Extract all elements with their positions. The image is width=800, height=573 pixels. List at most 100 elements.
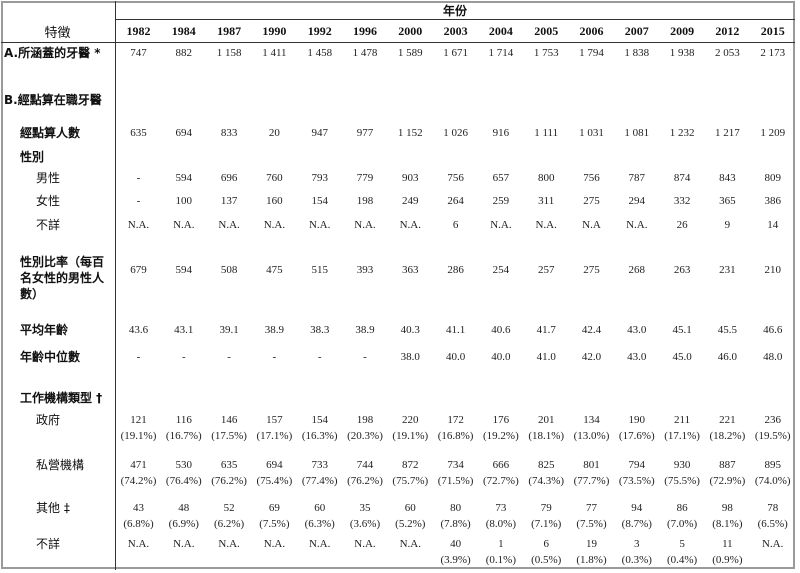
year-header-1982: 1982 (126, 24, 151, 38)
cell-percentage: (77.4%) (301, 475, 338, 487)
cell-mean-age-1996: 38.9 (342, 322, 389, 338)
cell-value: N.A. (263, 538, 286, 550)
cell-male-2004: 657 (477, 170, 524, 186)
cell-private-1990: 694 (75.4%) (251, 457, 298, 489)
cell-value: 9 (724, 219, 731, 231)
cell-value: 201 (537, 414, 555, 426)
cell-value: 895 (764, 459, 781, 471)
cell-value: 259 (492, 195, 510, 207)
cell-sex-unknown-2003: 6 (432, 217, 479, 233)
cell-sex-ratio-1996: 393 (342, 262, 389, 278)
cell-sex-ratio-2006: 275 (568, 262, 615, 278)
cell-value: 594 (175, 264, 193, 276)
cell-sex-unknown-2004: N.A. (477, 217, 524, 233)
cell-value: 696 (220, 172, 238, 184)
cell-government-1996: 198 (20.3%) (342, 412, 389, 444)
cell-value: N.A. (173, 538, 195, 550)
cell-percentage: (72.7%) (483, 475, 519, 487)
cell-male-1984: 594 (160, 170, 207, 186)
cell-others-2005: 79 (7.1%) (523, 500, 570, 532)
year-header-2009: 2009 (670, 24, 695, 38)
cell-sex-ratio-2000: 363 (387, 262, 434, 278)
cell-sex-unknown-1996: N.A. (342, 217, 389, 233)
row-label-section-b: B.經點算在職牙醫 (4, 93, 102, 107)
cell-value: 833 (220, 127, 238, 139)
cell-sex-unknown-2007: N.A. (613, 217, 660, 233)
cell-value: 116 (175, 414, 192, 426)
cell-org-unknown-1990: N.A. (251, 536, 298, 552)
cell-value: 1 158 (216, 47, 242, 59)
cell-enumerated-2005: 1 111 (523, 125, 570, 141)
cell-value: 332 (673, 195, 691, 207)
cell-median-age-1996: - (342, 349, 389, 365)
cell-value: 947 (311, 127, 328, 139)
year-header-2004: 2004 (488, 24, 513, 38)
cell-percentage: (0.9%) (712, 554, 743, 566)
cell-others-2006: 77 (7.5%) (568, 500, 615, 532)
cell-sex-unknown-2000: N.A. (387, 217, 434, 233)
cell-value: 679 (130, 264, 147, 276)
cell-value: 154 (311, 195, 328, 207)
cell-others-2009: 86 (7.0%) (659, 500, 706, 532)
cell-value: 26 (676, 219, 688, 231)
year-header-1984: 1984 (171, 24, 196, 38)
cell-value: 2 053 (715, 47, 740, 59)
cell-org-unknown-1982: N.A. (115, 536, 162, 552)
cell-others-2003: 80 (7.8%) (432, 500, 479, 532)
cell-median-age-2006: 42.0 (568, 349, 615, 365)
cell-percentage: (75.7%) (392, 475, 429, 487)
cell-private-2000: 872 (75.7%) (387, 457, 434, 489)
cell-median-age-1992: - (296, 349, 343, 365)
cell-percentage: (19.1%) (120, 430, 157, 442)
cell-value: 800 (537, 172, 555, 184)
cell-value: 1 714 (488, 47, 514, 59)
cell-private-2004: 666 (72.7%) (477, 457, 524, 489)
cell-value: 294 (628, 195, 646, 207)
cell-sex-unknown-2009: 26 (659, 217, 706, 233)
cell-government-2000: 220 (19.1%) (387, 412, 434, 444)
cell-org-unknown-1987: N.A. (206, 536, 253, 552)
cell-value: - (272, 351, 277, 363)
cell-percentage: (74.0%) (754, 475, 791, 487)
cell-value: 386 (764, 195, 781, 207)
cell-value: 45.0 (672, 351, 692, 363)
cell-others-1982: 43 (6.8%) (115, 500, 162, 532)
cell-value: 734 (447, 459, 464, 471)
cell-sex-ratio-2009: 263 (659, 262, 706, 278)
cell-male-1990: 760 (251, 170, 298, 186)
cell-percentage: (17.6%) (618, 430, 655, 442)
cell-percentage: (75.5%) (664, 475, 700, 487)
cell-sex-ratio-2015: 210 (749, 262, 796, 278)
cell-org-unknown-2004: 1 (0.1%) (477, 536, 524, 568)
cell-value: 43.0 (627, 324, 647, 336)
cell-mean-age-1992: 38.3 (296, 322, 343, 338)
cell-sex-unknown-1992: N.A. (296, 217, 343, 233)
cell-value: 2 173 (760, 47, 786, 59)
cell-value: 787 (628, 172, 646, 184)
cell-value: 38.0 (400, 351, 420, 363)
cell-enumerated-2015: 1 209 (749, 125, 796, 141)
cell-org-unknown-1992: N.A. (296, 536, 343, 552)
cell-percentage: (7.1%) (531, 518, 562, 530)
cell-female-1992: 154 (296, 193, 343, 209)
cell-value: 236 (764, 414, 781, 426)
cell-percentage: (74.3%) (528, 475, 565, 487)
cell-value: 48 (178, 502, 190, 514)
cell-value: N.A. (490, 219, 512, 231)
cell-percentage: (73.5%) (618, 475, 655, 487)
cell-value: 38.9 (355, 324, 375, 336)
cell-value: 52 (223, 502, 235, 514)
cell-sex-unknown-1987: N.A. (206, 217, 253, 233)
cell-value: 78 (767, 502, 779, 514)
cell-value: N.A. (308, 219, 331, 231)
cell-others-1992: 60 (6.3%) (296, 500, 343, 532)
cell-value: - (136, 195, 141, 207)
cell-value: 825 (537, 459, 555, 471)
cell-org-unknown-2005: 6 (0.5%) (523, 536, 570, 568)
cell-percentage: (3.6%) (349, 518, 381, 530)
cell-value: 311 (538, 195, 555, 207)
cell-value: 882 (175, 47, 193, 59)
cell-sex-ratio-1984: 594 (160, 262, 207, 278)
cell-value: 903 (402, 172, 419, 184)
